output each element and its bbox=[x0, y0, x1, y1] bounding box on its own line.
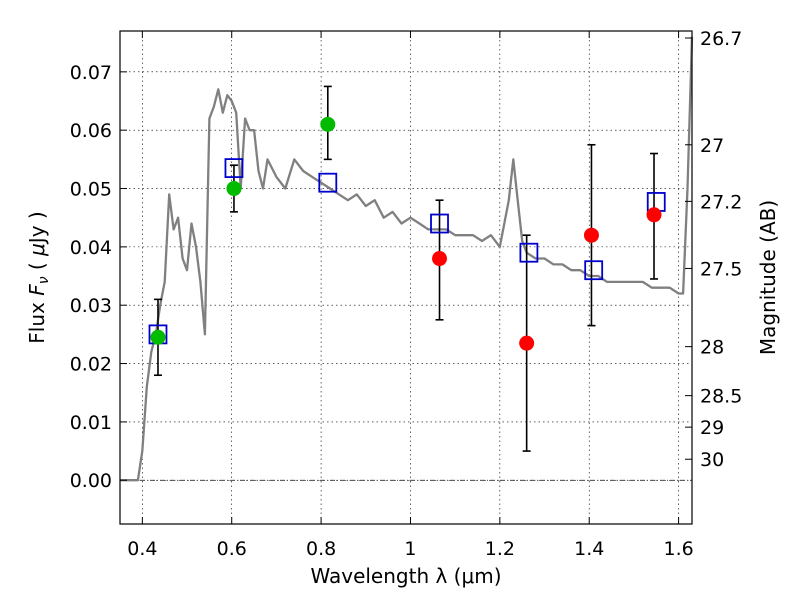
y-tick-label: 0.02 bbox=[70, 354, 112, 376]
y-tick-label: 0.05 bbox=[70, 179, 112, 201]
x-tick-label: 1.2 bbox=[485, 538, 515, 560]
y-tick-label: 0.03 bbox=[70, 295, 112, 317]
y2-tick-label: 30 bbox=[700, 449, 724, 471]
x-tick-label: 0.8 bbox=[306, 538, 336, 560]
y2-tick-label: 28.5 bbox=[700, 386, 742, 408]
y-tick-label: 0.06 bbox=[70, 120, 112, 142]
y2-tick-label: 29 bbox=[700, 417, 724, 439]
green-data-point bbox=[150, 329, 166, 345]
x-tick-label: 1.6 bbox=[663, 538, 693, 560]
x-axis-title: Wavelength λ (μm) bbox=[310, 564, 501, 588]
y2-axis-title: Magnitude (AB) bbox=[756, 200, 780, 355]
y-axis-title: Flux Fν ( μJy ) bbox=[25, 211, 52, 343]
observed-points bbox=[150, 116, 662, 351]
y2-tick-label: 27.5 bbox=[700, 258, 742, 280]
red-data-point bbox=[432, 251, 448, 267]
y-axis-title-part: Jy ) bbox=[25, 211, 49, 245]
y2-tick-label: 27 bbox=[700, 135, 724, 157]
y-tick-label: 0.00 bbox=[70, 470, 112, 492]
x-tick-labels: 0.4 0.6 0.8 1 1.2 1.4 1.6 bbox=[127, 538, 693, 560]
model-spectrum-line bbox=[120, 36, 694, 482]
y-tick-label: 0.04 bbox=[70, 237, 112, 259]
x-tick-label: 0.6 bbox=[217, 538, 247, 560]
x-tick-label: 1.4 bbox=[574, 538, 604, 560]
axis-ticks bbox=[120, 31, 692, 524]
y-tick-label: 0.01 bbox=[70, 412, 112, 434]
red-data-point bbox=[583, 227, 599, 243]
model-photometry-box bbox=[430, 213, 449, 234]
y-tick-labels: 0.00 0.01 0.02 0.03 0.04 0.05 0.06 0.07 bbox=[70, 62, 112, 492]
x-tick-label: 0.4 bbox=[127, 538, 157, 560]
green-data-point bbox=[320, 116, 336, 132]
y-tick-label: 0.07 bbox=[70, 62, 112, 84]
y-axis-title-part: ν bbox=[36, 276, 52, 284]
y2-tick-label: 28 bbox=[700, 337, 724, 359]
model-photometry-box bbox=[519, 242, 539, 263]
green-data-point bbox=[226, 181, 242, 197]
y-axis-title-part: ( bbox=[25, 256, 49, 277]
grid-lines bbox=[120, 31, 692, 524]
y2-tick-label: 26.7 bbox=[700, 28, 742, 50]
error-bars bbox=[153, 85, 659, 452]
y-axis-title-part: F bbox=[25, 284, 49, 296]
y-axis-title-part: μ bbox=[25, 243, 49, 257]
red-data-point bbox=[646, 207, 662, 223]
y-axis-title-part: Flux bbox=[25, 296, 49, 344]
y2-tick-labels: 26.7 27 27.2 27.5 28 28.5 29 30 bbox=[700, 28, 742, 471]
model-photometry-box bbox=[584, 260, 604, 281]
model-photometry-box bbox=[318, 172, 338, 193]
x-tick-label: 1 bbox=[404, 538, 416, 560]
model-photometry-box bbox=[224, 158, 244, 179]
plot-frame bbox=[119, 30, 693, 525]
red-data-point bbox=[519, 335, 535, 351]
y2-tick-label: 27.2 bbox=[700, 191, 742, 213]
model-spectrum bbox=[120, 36, 694, 482]
